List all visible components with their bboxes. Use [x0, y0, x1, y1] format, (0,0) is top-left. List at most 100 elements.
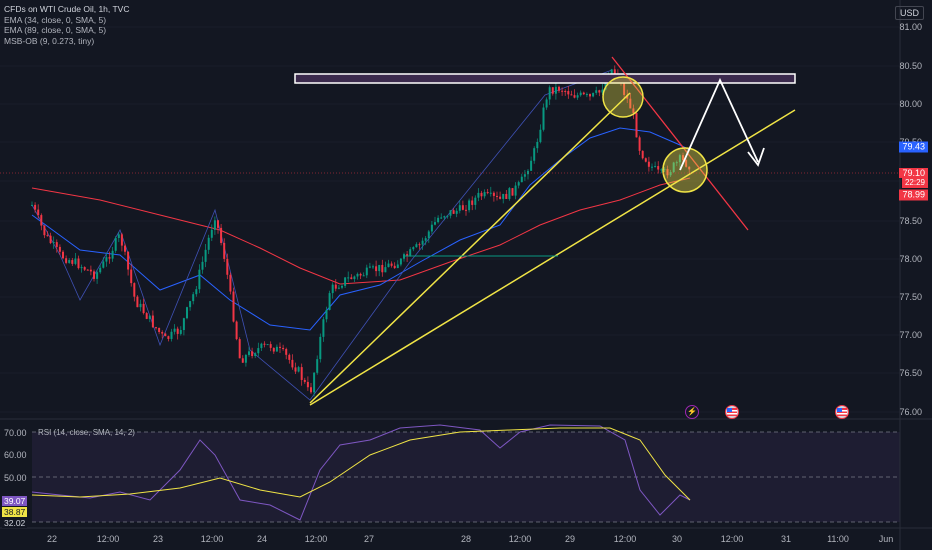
candle-body	[226, 258, 229, 275]
candle-body	[554, 86, 557, 94]
last-price-tag: 79.10	[899, 168, 928, 178]
candle-body	[254, 353, 257, 357]
currency-button[interactable]: USD	[894, 6, 924, 20]
candle-body	[539, 129, 542, 142]
candle-body	[272, 347, 275, 352]
candle-body	[179, 330, 182, 334]
candle-body	[651, 166, 653, 168]
candle-body	[378, 264, 381, 272]
candle-body	[198, 269, 201, 290]
rsi-level-70: 70.00	[4, 428, 27, 438]
chart-legend[interactable]: CFDs on WTI Crude Oil, 1h, TVC EMA (34, …	[4, 4, 129, 46]
candle-body	[350, 277, 353, 280]
candle-body	[275, 346, 278, 352]
candle-body	[96, 272, 99, 279]
ema89-legend[interactable]: EMA (89, close, 0, SMA, 5)	[4, 25, 107, 35]
candle-body	[182, 318, 185, 331]
candle-body	[257, 348, 260, 354]
candle-body	[102, 261, 105, 268]
candle-body	[291, 359, 294, 368]
candle-body	[520, 176, 523, 183]
trendline-red-down[interactable]	[611, 56, 749, 231]
candle-body	[381, 264, 384, 273]
candle-body	[589, 94, 591, 97]
msb-ob-legend[interactable]: MSB-OB (9, 0.273, tiny)	[4, 35, 95, 46]
candle-body	[424, 238, 427, 241]
resistance-zone[interactable]	[294, 73, 796, 84]
candle-body	[34, 204, 37, 210]
candle-body	[232, 291, 235, 322]
candle-body	[489, 192, 492, 194]
candle-body	[356, 273, 359, 277]
candle-body	[396, 264, 399, 269]
candle-body	[486, 192, 489, 194]
price-tick: 80.50	[899, 61, 922, 71]
candle-body	[570, 94, 573, 96]
candle-body	[161, 332, 164, 334]
rsi-line	[31, 424, 691, 521]
rsi-level-50: 50.00	[4, 473, 27, 483]
price-tick: 77.00	[899, 330, 922, 340]
symbol-title[interactable]: CFDs on WTI Crude Oil, 1h, TVC	[4, 4, 130, 14]
candle-body	[604, 78, 607, 90]
highlight-circle-top[interactable]	[602, 76, 644, 118]
rsi-value-tag: 39.07	[2, 496, 28, 506]
drawing-tools[interactable]	[294, 56, 796, 406]
candle-body	[77, 258, 80, 269]
candle-body	[269, 344, 272, 348]
candle-body	[319, 336, 322, 360]
us-flag-icon[interactable]	[835, 405, 849, 419]
candle-body	[437, 217, 440, 223]
lightning-icon[interactable]: ⚡	[685, 405, 699, 419]
time-tick: 29	[564, 534, 576, 544]
projection-arrow[interactable]	[679, 77, 759, 171]
candle-body	[375, 266, 378, 272]
candle-body	[403, 254, 405, 259]
candle-body	[40, 215, 43, 226]
ema34-legend[interactable]: EMA (34, close, 0, SMA, 5)	[4, 14, 107, 25]
candle-body	[517, 182, 520, 186]
candle-body	[635, 112, 638, 138]
candle-body	[644, 158, 647, 162]
candle-body	[468, 200, 471, 211]
arrow-head-icon	[747, 147, 765, 167]
time-tick: 27	[363, 534, 375, 544]
candle-body	[235, 321, 238, 340]
candle-body	[477, 192, 480, 198]
candle-body	[387, 263, 390, 268]
trendline-yellow-steep[interactable]	[309, 92, 631, 404]
candle-body	[217, 220, 219, 228]
candle-body	[170, 331, 173, 339]
candle-body	[675, 162, 678, 164]
candle-body	[412, 247, 415, 250]
candle-body	[638, 137, 641, 151]
trendline-yellow-shallow[interactable]	[309, 109, 796, 406]
candle-body	[434, 222, 436, 225]
candle-body	[523, 174, 526, 177]
candle-body	[158, 327, 161, 333]
candle-body	[167, 336, 170, 339]
highlight-circle-bottom[interactable]	[662, 147, 708, 193]
candle-body	[114, 237, 117, 251]
candle-body	[657, 166, 660, 170]
candle-body	[173, 328, 176, 332]
candle-body	[139, 303, 142, 308]
candle-body	[415, 244, 418, 248]
candle-body	[334, 284, 337, 289]
candle-body	[548, 87, 551, 100]
candle-body	[452, 210, 455, 214]
candle-body	[461, 205, 464, 210]
candle-body	[145, 313, 148, 319]
candle-body	[251, 351, 254, 357]
time-tick: 23	[152, 534, 164, 544]
candle-body	[285, 349, 288, 355]
rsi-legend[interactable]: RSI (14, close, SMA, 14, 2)	[38, 428, 135, 437]
candle-body	[297, 367, 300, 372]
candle-body	[142, 303, 145, 314]
candle-body	[647, 161, 650, 167]
rsi-pane[interactable]	[31, 424, 900, 523]
us-flag-icon[interactable]	[725, 405, 739, 419]
candle-body	[598, 90, 601, 93]
candle-body	[93, 271, 95, 279]
